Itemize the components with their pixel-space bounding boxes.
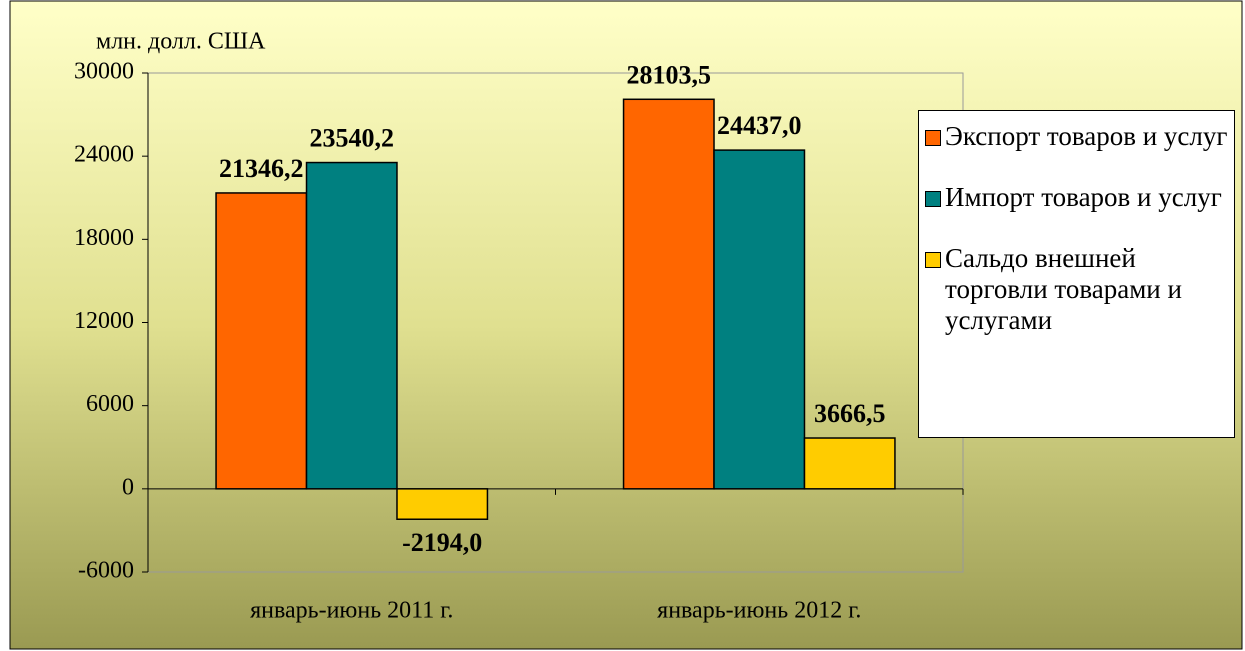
legend-label: Сальдо внешней торговли товарами и услуг… bbox=[945, 243, 1182, 335]
bar bbox=[803, 437, 896, 490]
legend-swatch bbox=[925, 130, 941, 146]
value-label: 23540,2 bbox=[310, 124, 395, 153]
legend-entry: Экспорт товаров и услуг bbox=[925, 121, 1230, 152]
legend-swatch bbox=[925, 252, 941, 268]
bar bbox=[396, 488, 489, 520]
value-label: 28103,5 bbox=[627, 60, 712, 89]
y-tick-label: 24000 bbox=[74, 142, 134, 168]
bar bbox=[713, 149, 806, 490]
y-tick-label: 6000 bbox=[86, 391, 134, 417]
y-tick-label: 18000 bbox=[74, 225, 134, 251]
y-tick-label: 12000 bbox=[74, 308, 134, 334]
legend-swatch bbox=[925, 191, 941, 207]
legend-entry: Сальдо внешней торговли товарами и услуг… bbox=[925, 243, 1230, 336]
value-label: 21346,2 bbox=[219, 154, 304, 183]
x-tick-label: январь-июнь 2011 г. bbox=[250, 598, 453, 624]
bar bbox=[305, 161, 398, 490]
y-tick-label: 0 bbox=[122, 474, 134, 500]
y-tick-label: 30000 bbox=[74, 59, 134, 85]
legend: Экспорт товаров и услуг Импорт товаров и … bbox=[918, 110, 1235, 438]
legend-label: Экспорт товаров и услуг bbox=[945, 121, 1228, 151]
bar bbox=[215, 192, 308, 490]
value-label: 3666,5 bbox=[814, 399, 886, 428]
legend-label: Импорт товаров и услуг bbox=[945, 182, 1222, 212]
y-tick-label: -6000 bbox=[78, 558, 134, 584]
x-tick-label: январь-июнь 2012 г. bbox=[657, 598, 861, 624]
legend-entry: Импорт товаров и услуг bbox=[925, 182, 1230, 213]
bar bbox=[622, 98, 715, 490]
value-label: -2194,0 bbox=[402, 528, 482, 557]
value-label: 24437,0 bbox=[717, 111, 802, 140]
unit-label: млн. долл. США bbox=[96, 29, 266, 55]
